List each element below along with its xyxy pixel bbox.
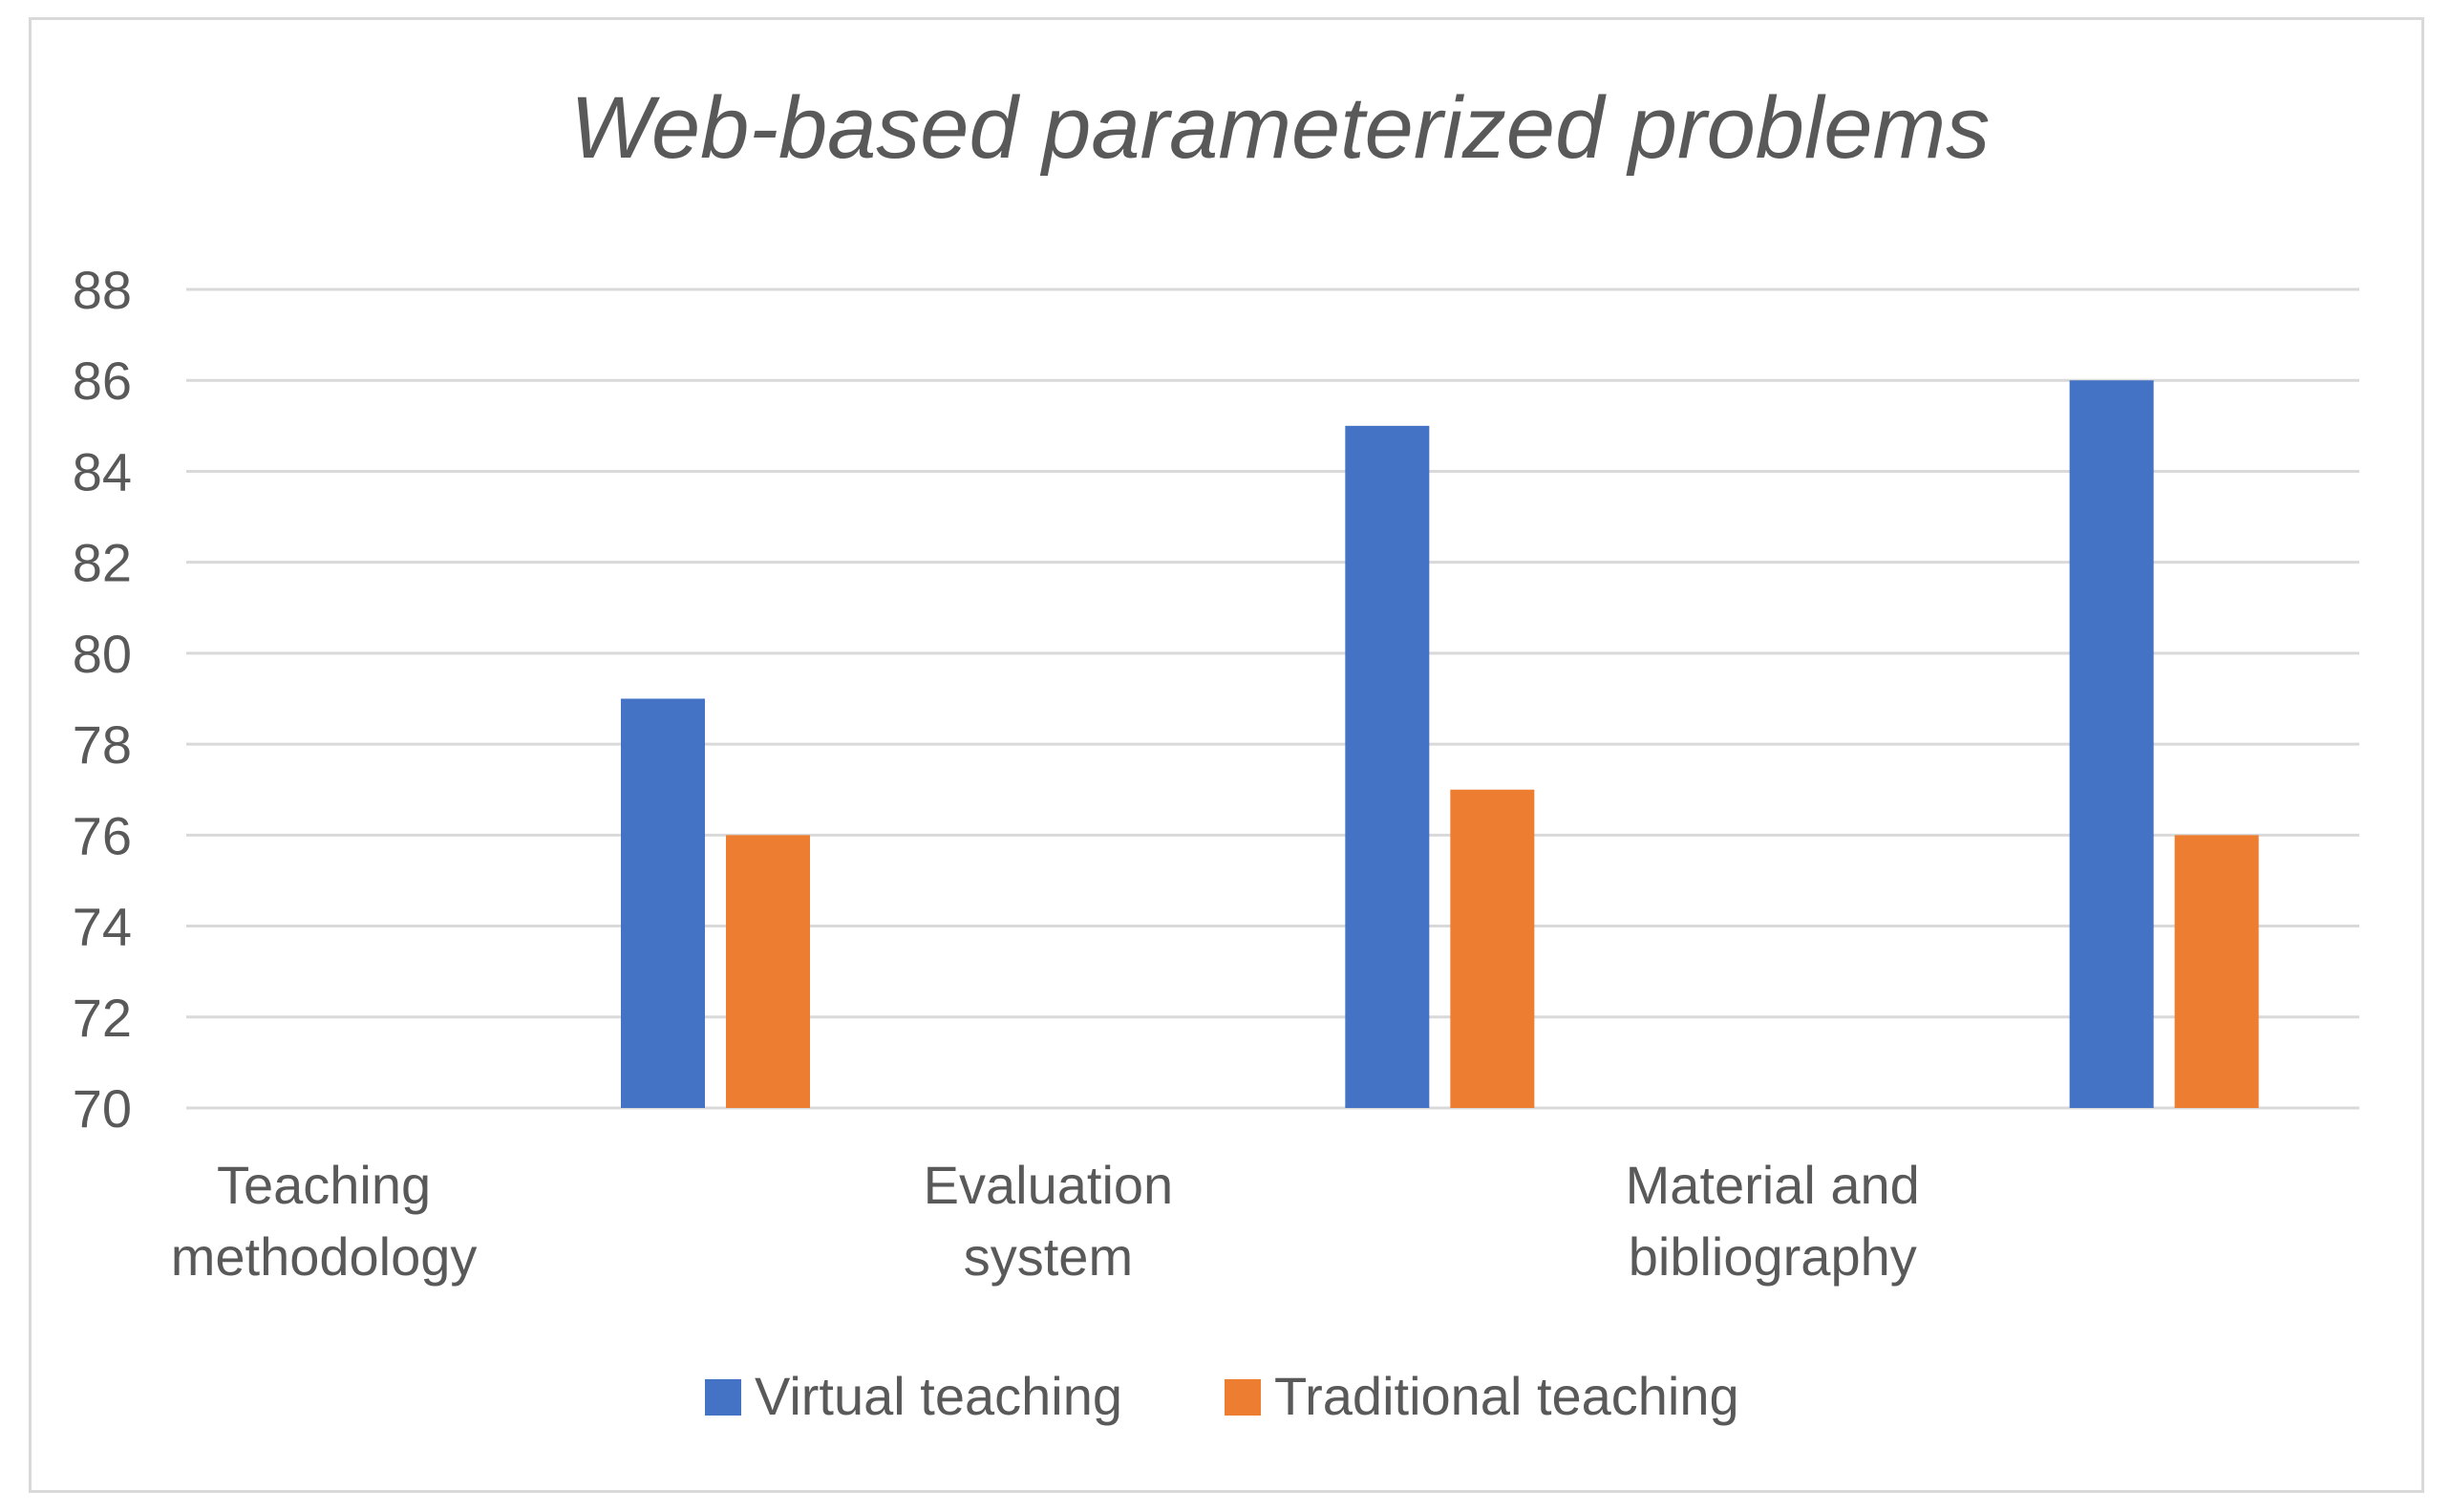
category-label: methodology <box>171 1226 478 1287</box>
y-tick-label: 84 <box>73 441 132 501</box>
y-tick-label: 70 <box>73 1078 132 1139</box>
category-label: bibliography <box>1629 1226 1917 1287</box>
y-tick-label: 78 <box>73 714 132 775</box>
y-tick-label: 86 <box>73 351 132 411</box>
bar-traditional <box>726 835 810 1108</box>
legend-swatch <box>705 1379 741 1416</box>
category-label: system <box>964 1226 1133 1287</box>
category-label: Teaching <box>217 1155 431 1215</box>
bar-traditional <box>1450 789 1535 1108</box>
gridlines <box>186 287 2359 1110</box>
bar-virtual <box>2069 380 2154 1108</box>
category-label: Material and <box>1626 1155 1920 1215</box>
y-axis-ticks: 70 72 74 76 78 80 82 84 86 88 <box>73 260 132 1139</box>
legend-label: Virtual teaching <box>755 1366 1122 1426</box>
y-tick-label: 76 <box>73 805 132 865</box>
y-tick-label: 88 <box>73 260 132 320</box>
bar-virtual <box>1345 425 1430 1108</box>
y-tick-label: 72 <box>73 988 132 1048</box>
bar-traditional <box>2174 835 2259 1108</box>
legend-label: Traditional teaching <box>1274 1366 1739 1426</box>
chart-frame <box>29 17 2424 1493</box>
y-tick-label: 82 <box>73 533 132 593</box>
x-axis-categories: Teaching methodology Evaluation system Mater… <box>171 1155 1920 1287</box>
y-tick-label: 80 <box>73 624 132 684</box>
legend: Virtual teaching Traditional teaching <box>705 1366 1739 1426</box>
category-label: Evaluation <box>924 1155 1174 1215</box>
y-tick-label: 74 <box>73 897 132 957</box>
bars <box>621 380 2259 1108</box>
chart-title: Web-based parameterized problems <box>570 79 1990 177</box>
legend-swatch <box>1225 1379 1261 1416</box>
bar-virtual <box>621 698 705 1108</box>
